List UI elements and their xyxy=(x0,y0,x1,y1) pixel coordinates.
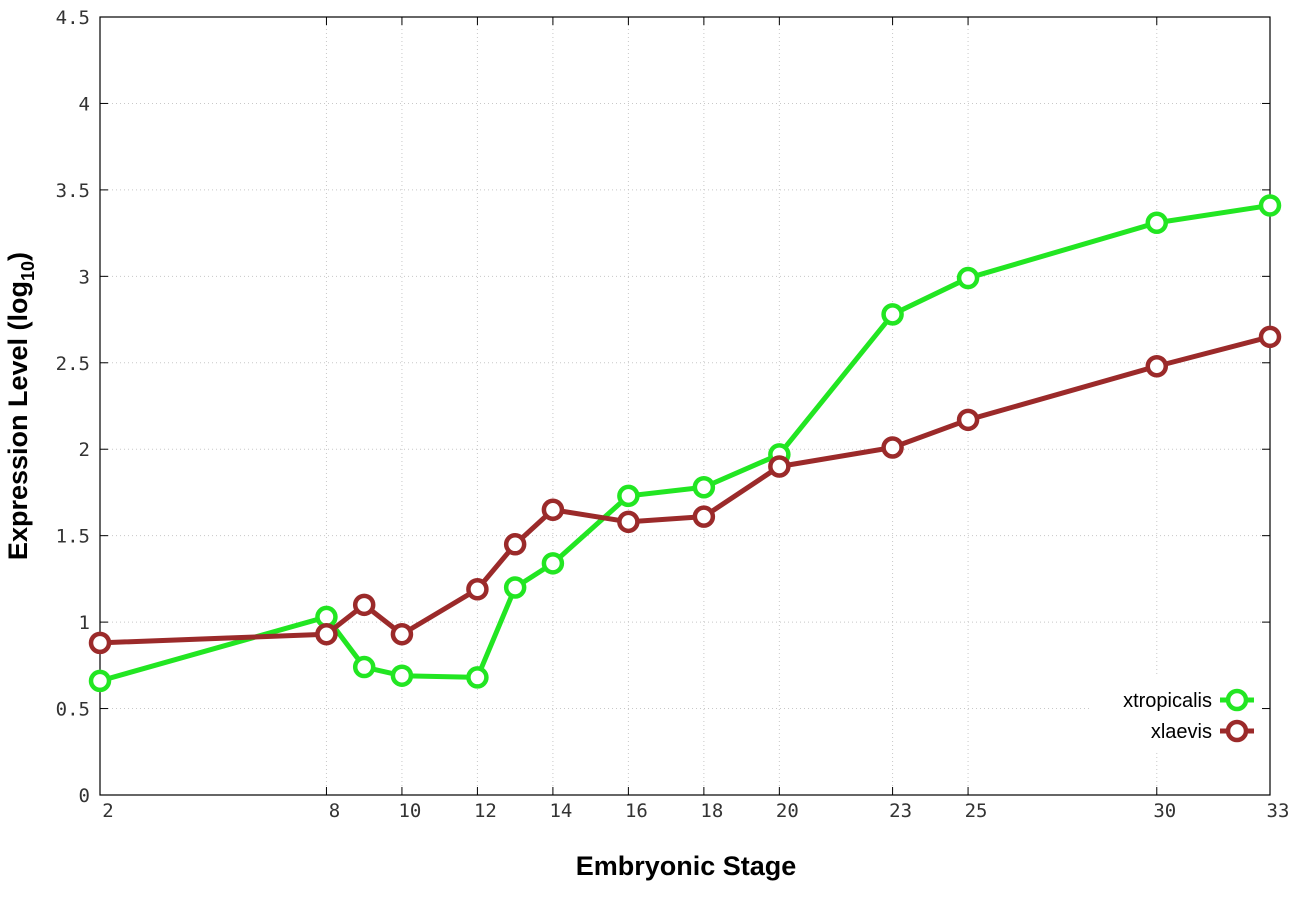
x-tick-label: 16 xyxy=(625,800,648,822)
x-axis-title: Embryonic Stage xyxy=(576,851,797,881)
data-point-xtropicalis xyxy=(503,576,527,599)
x-tick-label: 30 xyxy=(1153,800,1176,822)
x-tick-label: 18 xyxy=(700,800,723,822)
x-tick-label: 33 xyxy=(1267,800,1290,822)
data-point-xlaevis xyxy=(881,436,904,459)
data-point-xlaevis xyxy=(352,593,376,617)
legend-marker xyxy=(1225,688,1249,712)
y-tick-label: 3.5 xyxy=(56,180,90,202)
data-point-xlaevis xyxy=(503,533,527,556)
data-point-xlaevis xyxy=(692,505,716,528)
y-tick-label: 4.5 xyxy=(56,7,90,29)
y-axis-title-close: ) xyxy=(3,252,33,261)
data-point-xtropicalis xyxy=(692,476,716,499)
data-point-xtropicalis xyxy=(541,552,565,575)
plot-frame xyxy=(99,16,1271,796)
legend-marker xyxy=(1225,719,1249,743)
data-point-xlaevis xyxy=(541,498,565,521)
data-point-xlaevis xyxy=(390,622,414,646)
legend: xtropicalis xlaevis xyxy=(1090,675,1262,750)
data-point-xlaevis xyxy=(617,510,640,534)
y-tick-label: 4 xyxy=(79,93,90,115)
y-tick-label: 2 xyxy=(79,439,90,461)
data-point-xlaevis xyxy=(315,622,338,646)
data-point-xlaevis xyxy=(1258,325,1282,349)
data-point-xlaevis xyxy=(1145,354,1169,378)
y-tick-label: 0 xyxy=(79,785,90,807)
legend-entry-xtropicalis: xtropicalis xyxy=(1123,688,1254,712)
y-axis-title-main: Expression Level (log xyxy=(3,281,33,560)
x-tick-label: 8 xyxy=(329,800,340,822)
data-point-xtropicalis xyxy=(617,484,640,508)
grid-layer xyxy=(100,17,1270,795)
y-tick-label: 1.5 xyxy=(56,526,90,548)
x-tick-label: 12 xyxy=(474,800,497,822)
data-point-xtropicalis xyxy=(88,669,112,693)
x-tick-label: 14 xyxy=(549,800,572,822)
series-xlaevis xyxy=(88,325,1282,655)
data-point-xlaevis xyxy=(88,631,112,655)
x-tick-label: 25 xyxy=(965,800,988,822)
data-point-xtropicalis xyxy=(390,664,414,687)
legend-label: xtropicalis xyxy=(1123,690,1212,712)
data-point-xtropicalis xyxy=(1145,211,1169,234)
x-tick-label: 20 xyxy=(776,800,799,822)
data-point-xtropicalis xyxy=(956,266,980,290)
y-tick-label: 1 xyxy=(79,612,90,634)
series-xtropicalis xyxy=(88,194,1282,693)
y-tick-label: 3 xyxy=(79,266,90,288)
data-point-xtropicalis xyxy=(1258,194,1282,217)
y-tick-label: 2.5 xyxy=(56,353,90,375)
legend-entry-xlaevis: xlaevis xyxy=(1151,719,1254,743)
legend-label: xlaevis xyxy=(1151,721,1212,743)
x-tick-label: 2 xyxy=(102,800,113,822)
x-tick-label: 10 xyxy=(398,800,421,822)
x-tick-label: 23 xyxy=(889,800,912,822)
y-tick-label: 0.5 xyxy=(56,699,90,721)
data-point-xlaevis xyxy=(768,455,791,478)
data-point-xlaevis xyxy=(466,578,489,601)
data-point-xlaevis xyxy=(956,408,980,432)
data-point-xtropicalis xyxy=(466,666,489,689)
data-point-xtropicalis xyxy=(881,303,904,326)
series-layer xyxy=(88,194,1282,693)
tick-layer: 0 0.5 1 1.5 2 2.5 3 3.5 4 4.5 2 8 10 12 14 16 18 20 23 25 30… xyxy=(56,7,1290,822)
y-axis-title: Expression Level (log10) xyxy=(3,252,38,560)
y-axis-title-subscript: 10 xyxy=(18,261,38,281)
data-point-xtropicalis xyxy=(352,655,376,679)
